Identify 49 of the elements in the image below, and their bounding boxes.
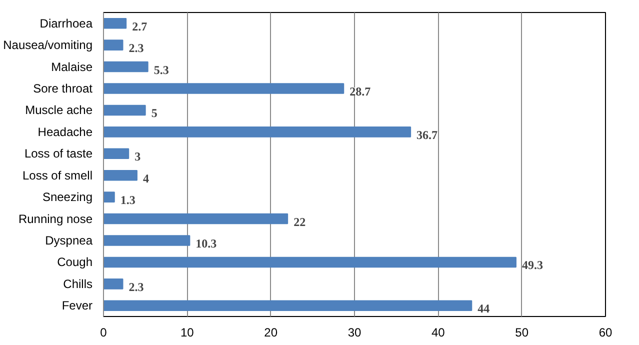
bar [104,278,124,290]
y-tick-label: Nausea/vomiting [3,38,93,52]
y-tick-label: Cough [57,255,93,270]
bar [104,170,138,181]
bar [104,300,472,312]
x-tick-label: 40 [431,326,446,340]
y-tick-label: Sneezing [42,190,93,204]
data-label: 10.3 [196,236,217,250]
y-tick-label: Loss of taste [24,146,93,161]
bar [104,235,190,246]
bar [104,213,288,224]
data-label: 4 [142,171,149,186]
y-tick-label: Headache [38,124,93,139]
bar [104,256,516,268]
y-tick-label: Sore throat [33,82,94,96]
bar [104,61,148,72]
data-label: 36.7 [416,128,438,142]
bar [104,18,127,29]
data-label: 22 [294,214,306,229]
data-label: 5.3 [154,62,169,77]
bar [104,83,344,94]
x-tick-label: 30 [348,326,362,340]
data-label: 44 [478,302,490,316]
y-tick-label: Loss of smell [22,168,93,182]
x-tick-label: 10 [180,326,194,340]
y-tick-label: Muscle ache [25,103,93,118]
data-label: 1.3 [120,193,136,208]
y-tick-label: Fever [62,298,93,313]
data-label: 2.3 [128,41,144,56]
bar [104,148,130,160]
data-label: 49.3 [522,258,543,272]
x-tick-label: 50 [515,326,529,340]
bar [104,40,124,50]
data-label: 2.7 [132,19,148,34]
x-tick-label: 20 [264,326,278,340]
bar [104,192,115,202]
y-tick-label: Malaise [51,60,93,74]
y-tick-label: Chills [63,276,93,291]
y-tick-label: Dyspnea [45,234,93,248]
x-tick-label: 0 [100,326,108,340]
y-tick-label: Diarrhoea [40,16,93,30]
y-tick-label: Running nose [18,212,93,226]
data-label: 5 [151,106,158,120]
x-tick-label: 60 [598,326,612,340]
data-label: 28.7 [350,84,371,98]
data-label: 2.3 [128,280,144,294]
bar [104,126,412,138]
data-label: 3 [134,150,141,164]
bar [104,104,146,116]
